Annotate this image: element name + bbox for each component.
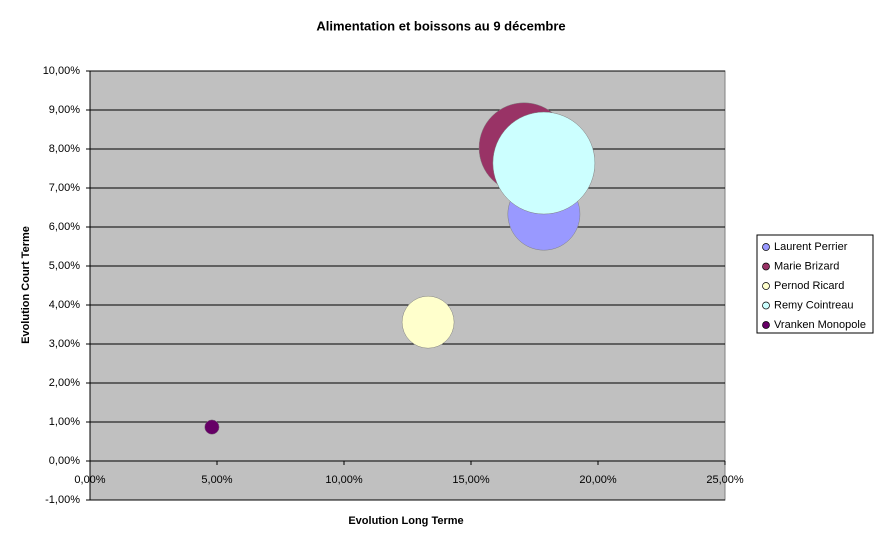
legend-marker xyxy=(762,262,770,271)
y-tick-label: 8,00% xyxy=(49,143,80,155)
y-tick-label: 3,00% xyxy=(49,338,80,350)
y-tick-label: 10,00% xyxy=(43,65,81,77)
legend-marker xyxy=(762,243,770,251)
legend-label: Vranken Monopole xyxy=(774,319,866,331)
legend-marker xyxy=(762,282,770,290)
x-tick-label: 10,00% xyxy=(325,474,363,486)
bubble xyxy=(492,111,596,215)
bubble xyxy=(401,295,455,349)
legend-label: Laurent Perrier xyxy=(774,241,848,253)
y-tick-label: 5,00% xyxy=(49,260,80,272)
y-tick-label: 2,00% xyxy=(49,377,80,389)
legend-marker xyxy=(762,321,770,329)
y-tick-label: -1,00% xyxy=(45,494,80,506)
x-tick-label: 15,00% xyxy=(452,474,490,486)
y-axis-title: Evolution Court Terme xyxy=(20,226,32,344)
legend-label: Remy Cointreau xyxy=(774,299,853,311)
y-tick-label: 4,00% xyxy=(49,299,80,311)
y-tick-label: 0,00% xyxy=(49,455,80,467)
legend-label: Marie Brizard xyxy=(774,260,839,272)
legend-marker xyxy=(762,301,770,310)
y-tick-label: 1,00% xyxy=(49,416,80,428)
bubble xyxy=(204,419,220,435)
legend-label: Pernod Ricard xyxy=(774,280,844,292)
x-tick-label: 20,00% xyxy=(579,474,617,486)
x-tick-label: 5,00% xyxy=(201,474,232,486)
legend xyxy=(756,234,874,334)
x-tick-label: 25,00% xyxy=(706,474,744,486)
chart-title: Alimentation et boissons au 9 décembre xyxy=(316,18,565,33)
x-axis-title: Evolution Long Terme xyxy=(348,515,463,527)
x-tick-label: 0,00% xyxy=(74,474,105,486)
y-tick-label: 6,00% xyxy=(49,221,80,233)
plot-area xyxy=(89,70,726,501)
y-tick-label: 9,00% xyxy=(49,104,80,116)
y-tick-label: 7,00% xyxy=(49,182,80,194)
